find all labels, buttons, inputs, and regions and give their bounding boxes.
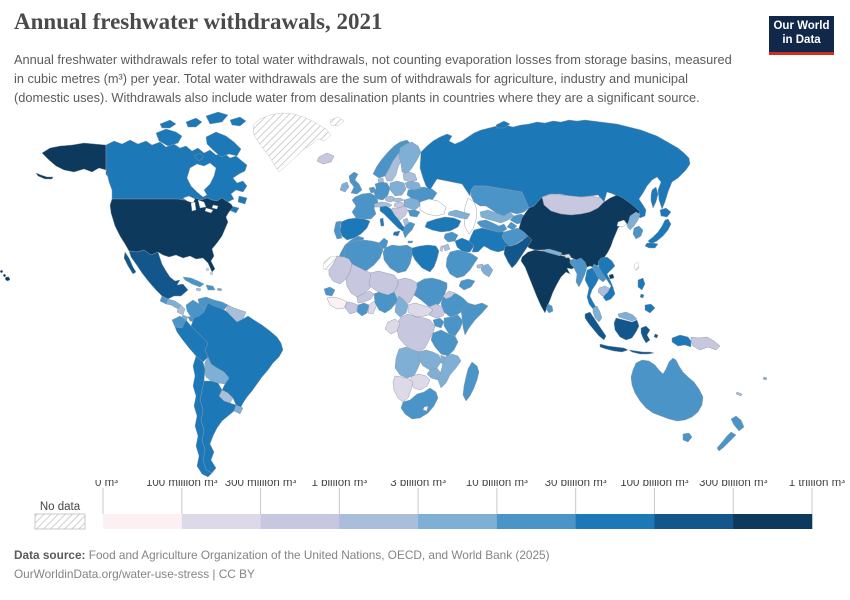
svg-text:3 billion m³: 3 billion m³ <box>390 480 446 489</box>
svg-text:0 m³: 0 m³ <box>95 480 118 489</box>
svg-text:30 billion m³: 30 billion m³ <box>545 480 607 489</box>
svg-text:300 billion m³: 300 billion m³ <box>699 480 768 489</box>
svg-text:300 million m³: 300 million m³ <box>225 480 297 489</box>
svg-text:100 million m³: 100 million m³ <box>146 480 218 489</box>
svg-text:10 billion m³: 10 billion m³ <box>466 480 528 489</box>
svg-text:No data: No data <box>40 501 81 513</box>
svg-text:1 billion m³: 1 billion m³ <box>312 480 368 489</box>
svg-text:100 billion m³: 100 billion m³ <box>620 480 689 489</box>
svg-text:1 trillion m³: 1 trillion m³ <box>789 480 845 489</box>
